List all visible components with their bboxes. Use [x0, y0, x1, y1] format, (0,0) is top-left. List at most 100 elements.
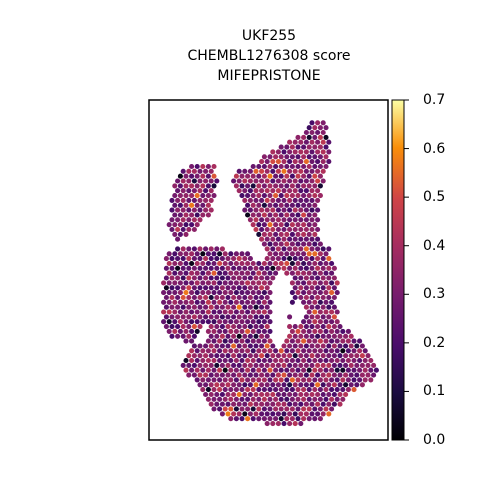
spot	[180, 168, 186, 174]
spot	[287, 343, 293, 349]
spot	[163, 304, 169, 310]
spot	[275, 353, 281, 359]
spot	[205, 193, 211, 199]
spot	[317, 416, 323, 422]
spot	[320, 391, 326, 398]
spot	[189, 270, 195, 276]
spot	[306, 338, 312, 344]
spot	[253, 188, 259, 194]
spot	[312, 299, 318, 305]
spot	[208, 207, 214, 213]
spot	[253, 343, 259, 349]
spot	[217, 319, 223, 325]
spot	[273, 270, 279, 276]
spot	[261, 280, 267, 286]
spot	[183, 367, 189, 373]
spot	[203, 197, 209, 203]
spot	[222, 270, 228, 276]
spot	[247, 168, 253, 174]
spot	[236, 391, 242, 398]
spot	[231, 285, 237, 291]
spot	[253, 314, 259, 320]
spot	[180, 333, 186, 339]
spot	[228, 309, 234, 315]
spot	[211, 319, 217, 325]
spot	[267, 406, 273, 412]
spot	[287, 178, 293, 184]
spot	[211, 290, 217, 296]
spot	[200, 163, 206, 170]
spot	[371, 372, 377, 378]
spot	[301, 290, 307, 296]
spot	[214, 353, 220, 359]
spot	[242, 372, 248, 378]
spot	[169, 217, 175, 223]
spot	[267, 396, 273, 402]
spot	[303, 382, 309, 388]
spot	[340, 328, 346, 334]
spot	[166, 328, 172, 334]
spot	[301, 396, 307, 402]
spot	[231, 314, 237, 320]
spot	[270, 401, 276, 407]
spot	[205, 328, 211, 334]
spot	[180, 314, 186, 320]
spot	[253, 401, 259, 407]
spot	[189, 338, 195, 344]
spot	[247, 304, 253, 310]
spot	[242, 294, 248, 301]
spot	[306, 299, 312, 305]
spot	[267, 367, 273, 373]
spot	[329, 406, 335, 412]
spot	[295, 202, 301, 208]
spot	[303, 324, 309, 330]
spot	[270, 382, 276, 388]
spot	[275, 411, 281, 417]
spot	[261, 299, 267, 305]
spot	[289, 299, 295, 305]
spot	[301, 173, 307, 179]
spot	[320, 178, 326, 184]
spot	[281, 246, 287, 252]
spot	[247, 207, 253, 213]
spot	[298, 343, 304, 349]
spot	[309, 149, 315, 155]
spot	[292, 236, 298, 242]
spot	[245, 260, 251, 267]
spot	[331, 294, 337, 301]
spot	[298, 401, 304, 407]
spot	[326, 294, 332, 301]
spot	[306, 183, 312, 189]
spot	[175, 188, 181, 194]
spot	[242, 285, 248, 291]
spot	[208, 168, 214, 174]
spot	[259, 353, 265, 359]
spot	[312, 290, 318, 296]
spot	[205, 163, 211, 170]
spot	[309, 188, 315, 194]
spot	[323, 319, 329, 325]
spot	[203, 246, 209, 252]
spot	[191, 246, 197, 252]
spot	[186, 372, 192, 378]
spot	[326, 353, 332, 359]
spot	[236, 314, 242, 320]
spot	[278, 193, 284, 199]
spot	[326, 314, 332, 320]
spot	[217, 377, 223, 383]
spot	[236, 265, 242, 271]
spot	[275, 256, 281, 262]
spot	[245, 202, 251, 208]
spot	[200, 319, 206, 325]
spot	[239, 338, 245, 344]
spot	[331, 382, 337, 388]
spot	[298, 207, 304, 213]
spot	[326, 265, 332, 271]
spot	[200, 309, 206, 315]
spot	[312, 280, 318, 286]
spot	[259, 197, 265, 203]
spot	[312, 377, 318, 383]
spot	[259, 285, 265, 291]
spot	[278, 357, 284, 364]
spot	[208, 285, 214, 291]
